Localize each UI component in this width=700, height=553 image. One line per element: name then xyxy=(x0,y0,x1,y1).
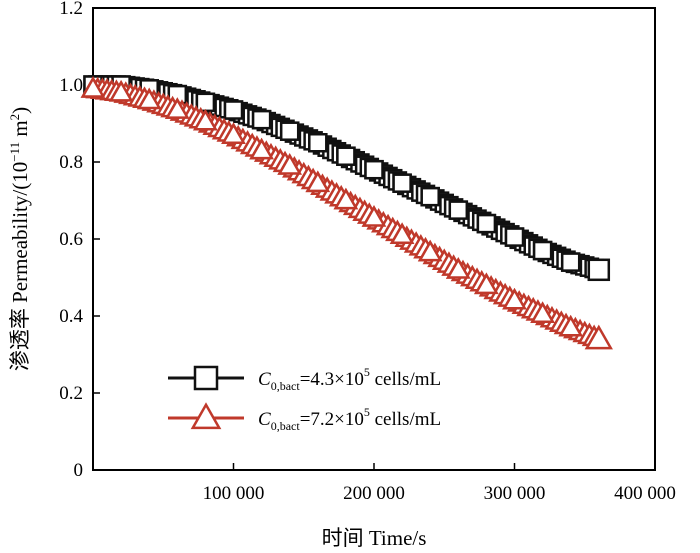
series-1-point xyxy=(195,92,216,113)
series-1-point xyxy=(560,252,581,272)
series-layer xyxy=(80,75,613,350)
series-2-point xyxy=(108,79,134,102)
series-2-point xyxy=(136,87,162,110)
y-tick-label: 0.2 xyxy=(59,383,83,404)
plot-frame xyxy=(92,7,656,471)
series-2-point xyxy=(417,239,443,262)
y-tick-label: 0 xyxy=(74,460,84,481)
series-1-point xyxy=(420,186,440,207)
y-axis-title-unit: m xyxy=(8,120,32,142)
series-1-point xyxy=(392,173,412,193)
legend-marker xyxy=(193,365,219,391)
y-tick-label: 0.6 xyxy=(59,229,83,250)
series-1-point xyxy=(504,227,525,247)
x-tick-label: 400 000 xyxy=(614,483,676,504)
x-axis-ticks: 100 000 200 000 300 000 400 000 xyxy=(203,463,676,504)
series-2-point xyxy=(558,314,584,337)
x-axis-title: 时间 Time/s xyxy=(322,526,427,550)
series-1-point xyxy=(476,213,497,234)
series-2-point xyxy=(389,222,415,245)
series-2-point xyxy=(249,137,274,160)
series-2-point xyxy=(502,287,527,310)
y-axis-title-exp: −11 xyxy=(7,142,22,162)
legend-label: C0,bact=4.3×105 cells/mL xyxy=(258,365,441,393)
series-2-point xyxy=(80,76,106,98)
legend-label-var: C xyxy=(258,409,271,430)
y-axis-title-unit-exp: 2 xyxy=(7,114,22,121)
series-2-band xyxy=(80,76,607,347)
series-1-point xyxy=(279,121,300,141)
series-1-point xyxy=(364,159,384,180)
series-2-point xyxy=(164,97,190,119)
legend-item-2: C0,bact=7.2×105 cells/mL xyxy=(168,402,441,433)
x-tick-label: 100 000 xyxy=(203,483,265,504)
y-tick-label: 0.8 xyxy=(59,152,83,173)
legend-label-text2: cells/mL xyxy=(370,369,441,390)
series-2-point xyxy=(445,257,471,279)
series-2-point xyxy=(361,205,387,227)
legend-marker xyxy=(190,402,222,430)
y-tick-label: 0.4 xyxy=(59,306,83,327)
series-2-point xyxy=(530,301,555,323)
series-2-point xyxy=(193,108,218,131)
series-1-point xyxy=(336,146,356,166)
legend: C0,bact=4.3×105 cells/mLC0,bact=7.2×105 … xyxy=(168,365,441,433)
legend-label-sub: 0,bact xyxy=(271,419,301,433)
series-1-point xyxy=(308,133,328,153)
legend-label-text2: cells/mL xyxy=(370,409,441,430)
series-1 xyxy=(83,75,611,282)
legend-label: C0,bact=7.2×105 cells/mL xyxy=(258,405,441,433)
series-2-point xyxy=(474,272,499,295)
legend-label-text1: =4.3×10 xyxy=(300,369,364,390)
legend-label-sub: 0,bact xyxy=(271,379,301,393)
legend-label-sup: 5 xyxy=(364,365,370,379)
legend-label-var: C xyxy=(258,369,271,390)
y-axis-title: 渗透率 Permeability/(10−11 m2) xyxy=(7,107,32,371)
x-tick-label: 200 000 xyxy=(343,483,405,504)
legend-label-sup: 5 xyxy=(364,405,370,419)
series-2-point xyxy=(277,153,303,175)
series-1-point xyxy=(251,109,272,130)
series-1-point xyxy=(587,258,611,282)
series-2-point xyxy=(305,170,331,193)
series-1-point xyxy=(532,240,553,261)
legend-item-1: C0,bact=4.3×105 cells/mL xyxy=(168,365,441,393)
series-2-point xyxy=(333,187,359,210)
series-1-point xyxy=(223,100,244,120)
x-tick-label: 300 000 xyxy=(484,483,546,504)
series-2-point xyxy=(221,122,246,144)
y-axis-title-close: ) xyxy=(8,107,32,114)
series-1-point xyxy=(448,200,469,220)
series-2 xyxy=(80,76,613,350)
y-tick-label: 1.2 xyxy=(59,0,83,19)
legend-label-text1: =7.2×10 xyxy=(300,409,364,430)
y-axis-title-main: 渗透率 Permeability/(10 xyxy=(8,162,32,371)
series-2-point xyxy=(584,324,613,350)
y-tick-label: 1.0 xyxy=(59,75,83,96)
